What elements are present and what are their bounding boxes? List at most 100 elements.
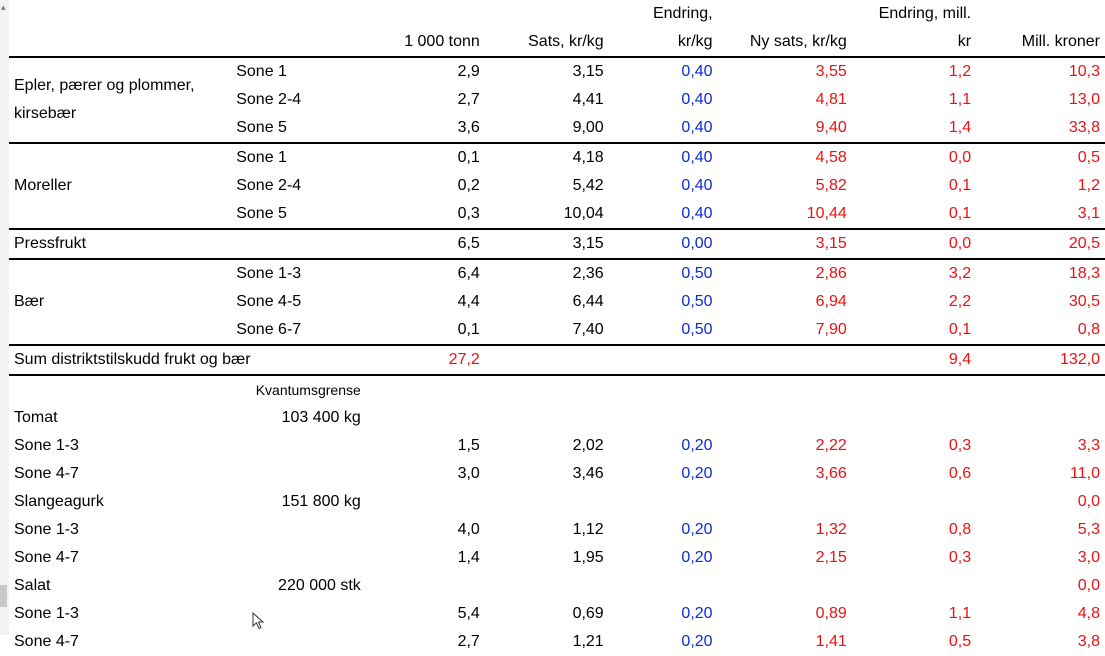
empty-cell [718,488,852,516]
data-row: Sone 2-4 2,7 4,41 0,40 4,81 1,1 13,0 [9,86,1105,114]
sats-cell: 4,41 [572,91,604,108]
empty-cell [485,488,609,516]
mill-kroner-cell [976,404,1105,432]
ny-sats-cell [717,344,852,375]
tonn-cell: 6,4 [365,258,485,288]
ny-sats-cell: 7,90 [815,321,847,338]
empty-cell [231,628,366,656]
column-header: Endring, [652,5,713,22]
product-row: Salat 220 000 stk 0,0 [9,572,1105,600]
mill-kroner-cell: 33,8 [1068,119,1100,136]
product-row: Slangeagurk 151 800 kg 0,0 [9,488,1105,516]
column-header: kr [957,33,972,50]
empty-cell [231,544,366,572]
endring-cell: 0,40 [681,177,713,194]
endring-cell: 0,40 [681,205,713,222]
zone-cell: Sone 1-3 [14,521,79,538]
column-header: Endring, mill. [878,5,972,22]
sats-cell: 1,21 [572,633,604,650]
endring-cell [608,344,718,375]
column-header [366,0,485,28]
column-header [718,0,852,28]
endring-mill-cell: 9,4 [851,344,977,375]
endring-mill-cell: 0,3 [948,437,972,454]
sats-cell: 5,42 [572,177,604,194]
column-header: Ny sats, kr/kg [749,33,847,50]
zone-cell: Sone 2-4 [236,177,302,194]
empty-cell [231,460,366,488]
sum-row: Sum distriktstilskudd frukt og bær 27,2 9,… [9,344,1105,375]
header-row: Endring, Endring, mill. [9,0,1105,28]
mill-kroner-cell: 0,0 [1077,577,1100,594]
group-label: Bær [9,258,232,345]
endring-cell: 0,20 [681,521,713,538]
empty-cell [852,488,976,516]
collapse-arrow-icon[interactable]: ▴ [1,2,6,12]
endring-mill-cell: 0,1 [948,205,972,222]
tonn-cell: 4,4 [457,293,480,310]
endring-cell: 0,50 [608,258,718,288]
mill-kroner-cell: 3,0 [1077,549,1100,566]
ny-sats-cell: 2,86 [717,258,852,288]
endring-cell: 0,50 [681,321,713,338]
kvantumsgrense-header: Kvantumsgrense [231,374,366,404]
data-row: Sone 4-7 3,0 3,46 0,20 3,66 0,6 11,0 [9,460,1105,488]
tonn-cell: 27,2 [365,344,485,375]
column-header: Sats, kr/kg [528,33,604,50]
mill-kroner-cell: 3,1 [1077,205,1100,222]
zone-cell: Sone 1 [231,142,366,172]
quantity-limit: 220 000 stk [278,577,361,594]
data-row: Bær Sone 1-3 6,4 2,36 0,50 2,86 3,2 18,3 [9,258,1105,345]
sats-cell [484,344,609,375]
ny-sats-cell: 6,94 [815,293,847,310]
zone-cell: Sone 4-7 [14,549,79,566]
endring-mill-cell: 1,4 [948,119,972,136]
empty-cell [366,488,485,516]
endring-cell: 0,20 [681,633,713,650]
zone-cell: Sone 4-7 [14,465,79,482]
data-row: Sone 1-3 1,5 2,02 0,20 2,22 0,3 3,3 [9,432,1105,460]
data-row: Sone 5 0,3 10,04 0,40 10,44 0,1 3,1 [9,200,1105,229]
endring-cell: 0,20 [681,437,713,454]
column-header: 1 000 tonn [404,33,480,50]
endring-mill-cell: 0,8 [948,521,972,538]
zone-cell: Sone 4-5 [236,293,302,310]
sats-cell: 0,69 [572,605,604,622]
column-header: kr/kg [677,33,713,50]
sats-cell: 1,95 [572,549,604,566]
mill-kroner-cell: 30,5 [1068,293,1100,310]
quantity-limit: 151 800 kg [281,493,361,510]
zone-cell: Sone 1 [231,56,366,86]
sats-cell: 3,15 [484,228,609,259]
empty-cell [366,404,485,432]
endring-cell: 0,40 [608,142,718,172]
ny-sats-cell: 2,22 [815,437,847,454]
mill-kroner-cell: 10,3 [976,56,1105,86]
endring-mill-cell: 0,3 [948,549,972,566]
empty-cell [231,432,366,460]
tonn-cell: 1,4 [457,549,480,566]
data-row: Sone 4-7 2,7 1,21 0,20 1,41 0,5 3,8 [9,628,1105,656]
empty-cell [609,488,718,516]
endring-cell: 0,20 [681,549,713,566]
endring-cell: 0,20 [681,465,713,482]
endring-mill-cell: 0,1 [948,321,972,338]
endring-mill-cell: 2,2 [948,293,972,310]
sum-label: Sum distriktstilskudd frukt og bær [9,344,366,375]
ny-sats-cell: 4,58 [717,142,852,172]
ny-sats-cell: 2,15 [815,549,847,566]
column-header [9,28,231,57]
data-row: Sone 4-7 1,4 1,95 0,20 2,15 0,3 3,0 [9,544,1105,572]
ny-sats-cell: 3,55 [717,56,852,86]
empty-cell [718,572,852,600]
ny-sats-cell: 10,44 [806,205,847,222]
tonn-cell: 0,1 [365,142,485,172]
mill-kroner-cell: 132,0 [976,344,1105,375]
empty-cell [717,374,852,404]
scroll-mark[interactable] [0,585,7,607]
endring-mill-cell: 0,0 [851,228,977,259]
empty-cell [608,374,718,404]
mill-kroner-cell: 18,3 [976,258,1105,288]
sats-cell: 3,46 [572,465,604,482]
